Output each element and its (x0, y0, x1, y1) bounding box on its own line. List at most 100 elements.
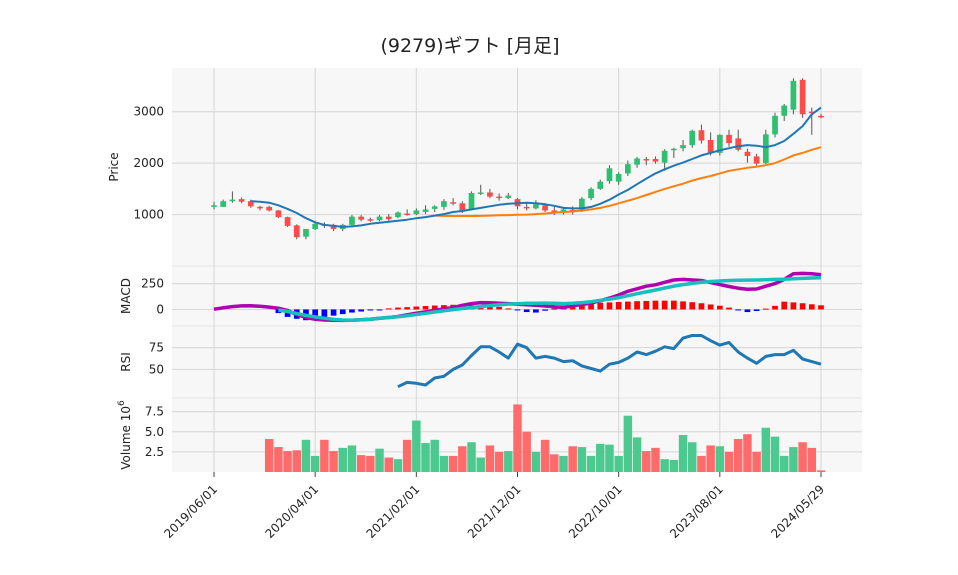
volume-bar (670, 460, 678, 472)
macd-histogram-bar (625, 302, 631, 310)
volume-bar (440, 456, 448, 472)
volume-bar (522, 432, 530, 472)
macd-histogram-bar (800, 303, 806, 309)
volume-bar (293, 450, 301, 472)
volume-bar (780, 456, 788, 472)
candle-up (423, 209, 429, 212)
volume-bar (642, 451, 650, 472)
volume-bar (660, 459, 668, 472)
macd-tick-label: 0 (156, 302, 164, 316)
candle-up (791, 81, 797, 110)
macd-histogram-bar (597, 303, 603, 310)
price-tick-label: 2000 (133, 156, 164, 170)
volume-bar (752, 452, 760, 472)
candle-down (358, 217, 364, 220)
volume-bar (614, 456, 622, 472)
macd-histogram-bar (551, 309, 557, 310)
macd-histogram-bar (515, 309, 521, 310)
volume-bar (743, 434, 751, 472)
macd-histogram-bar (689, 302, 695, 309)
candle-up (441, 201, 447, 207)
candle-down (294, 225, 300, 237)
x-tick-label: 2022/10/01 (566, 482, 625, 541)
volume-bar (725, 452, 733, 472)
rsi-tick-label: 50 (149, 362, 164, 376)
candle-up (303, 229, 309, 237)
price-tick-label: 1000 (133, 208, 164, 222)
x-tick-label: 2024/05/29 (768, 482, 827, 541)
candle-up (432, 206, 438, 209)
macd-histogram-bar (653, 301, 659, 310)
volume-bar (679, 435, 687, 472)
volume-tick-label: 5.0 (145, 425, 164, 439)
volume-bar (624, 416, 632, 472)
macd-histogram-bar (735, 309, 741, 310)
volume-bar (716, 446, 724, 472)
candle-up (625, 164, 631, 173)
candle-up (478, 192, 484, 194)
macd-histogram-bar (505, 308, 511, 309)
volume-bar (504, 451, 512, 472)
candle-down (643, 159, 649, 161)
volume-bar (817, 470, 825, 472)
candle-up (413, 210, 419, 214)
volume-bar (486, 445, 494, 472)
volume-bar (587, 456, 595, 472)
macd-histogram-bar (377, 309, 383, 310)
volume-tick-label: 2.5 (145, 445, 164, 459)
candle-up (671, 149, 677, 151)
volume-bar (357, 455, 365, 472)
candle-up (689, 131, 695, 145)
macd-axis-label: MACD (119, 278, 133, 314)
volume-bar (329, 451, 337, 472)
volume-bar (385, 458, 393, 472)
macd-histogram-bar (726, 308, 732, 310)
candle-down (487, 192, 493, 196)
macd-histogram-bar (423, 306, 429, 309)
macd-histogram-bar (542, 309, 548, 310)
candle-up (662, 151, 668, 163)
volume-bar (449, 456, 457, 472)
volume-bar (320, 440, 328, 472)
candle-up (597, 182, 603, 189)
volume-bar (283, 451, 291, 472)
candle-up (377, 217, 383, 221)
candle-down (459, 203, 465, 210)
macd-histogram-bar (680, 301, 686, 309)
macd-histogram-bar (745, 309, 751, 312)
volume-bar (568, 446, 576, 472)
macd-histogram-bar (349, 309, 355, 312)
volume-bar (311, 456, 319, 472)
macd-histogram-bar (671, 301, 677, 310)
x-tick-label: 2023/08/01 (667, 482, 726, 541)
candle-up (607, 168, 613, 181)
rsi-tick-label: 75 (149, 341, 164, 355)
candle-up (230, 200, 236, 202)
volume-bar (541, 440, 549, 472)
candle-up (469, 193, 475, 209)
volume-bar (339, 448, 347, 472)
volume-bar (430, 440, 438, 472)
volume-bar (605, 445, 613, 472)
price-tick-label: 3000 (133, 105, 164, 119)
volume-bar (651, 448, 659, 472)
macd-histogram-bar (322, 309, 328, 317)
candle-down (708, 140, 714, 152)
volume-bar (467, 442, 475, 472)
volume-bar (808, 448, 816, 472)
macd-histogram-bar (533, 309, 539, 312)
candle-up (763, 134, 769, 163)
candle-down (800, 80, 806, 114)
macd-histogram-bar (616, 302, 622, 309)
volume-bar (771, 437, 779, 472)
macd-histogram-bar (386, 308, 392, 309)
candle-down (266, 207, 272, 211)
chart-title: (9279)ギフト [月足] (380, 35, 559, 57)
volume-bar (476, 458, 484, 472)
candle-down (404, 214, 410, 216)
candle-up (533, 204, 539, 208)
price-axis-label: Price (107, 152, 121, 181)
volume-bar (688, 442, 696, 472)
candle-up (634, 159, 640, 165)
volume-bar (734, 439, 742, 472)
